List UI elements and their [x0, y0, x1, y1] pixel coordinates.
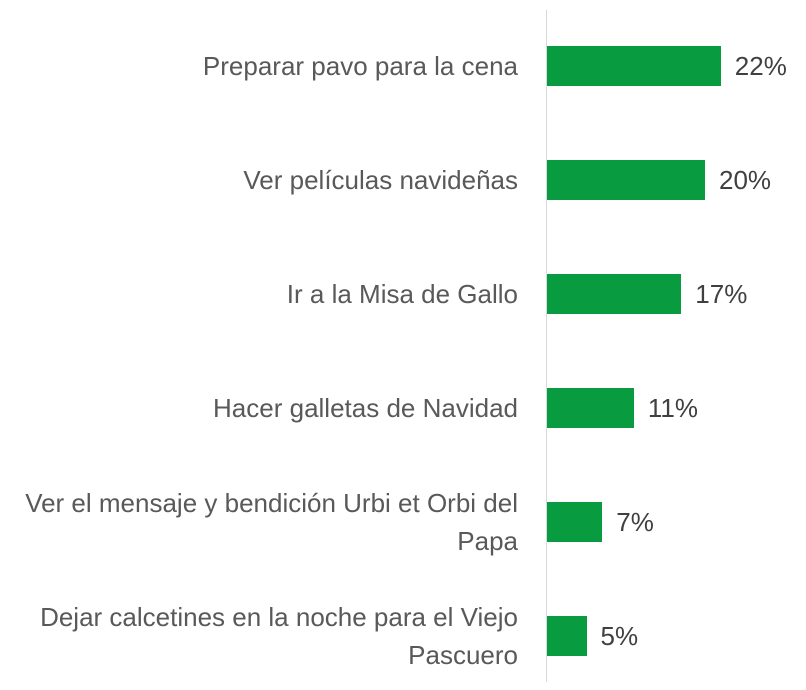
value-label: 11%: [647, 393, 698, 423]
value-label: 5%: [600, 621, 639, 651]
category-label: Ver el mensaje y bendición Urbi et Orbi …: [25, 488, 518, 556]
value-label: 7%: [616, 507, 654, 537]
bar: [547, 616, 587, 656]
bar: [547, 46, 721, 86]
axis-line: [546, 10, 547, 682]
category-label: Preparar pavo para la cena: [202, 51, 518, 81]
value-label: 20%: [719, 165, 772, 195]
value-label: 17%: [695, 279, 748, 309]
bar: [547, 160, 705, 200]
category-label: Dejar calcetines en la noche para el Vie…: [40, 602, 518, 670]
category-label: Ir a la Misa de Gallo: [286, 279, 518, 309]
value-label: 22%: [734, 51, 787, 81]
bar: [547, 502, 603, 542]
bar: [547, 274, 682, 314]
category-label: Hacer galletas de Navidad: [213, 393, 518, 423]
category-label: Ver películas navideñas: [243, 165, 518, 195]
bar: [547, 388, 634, 428]
